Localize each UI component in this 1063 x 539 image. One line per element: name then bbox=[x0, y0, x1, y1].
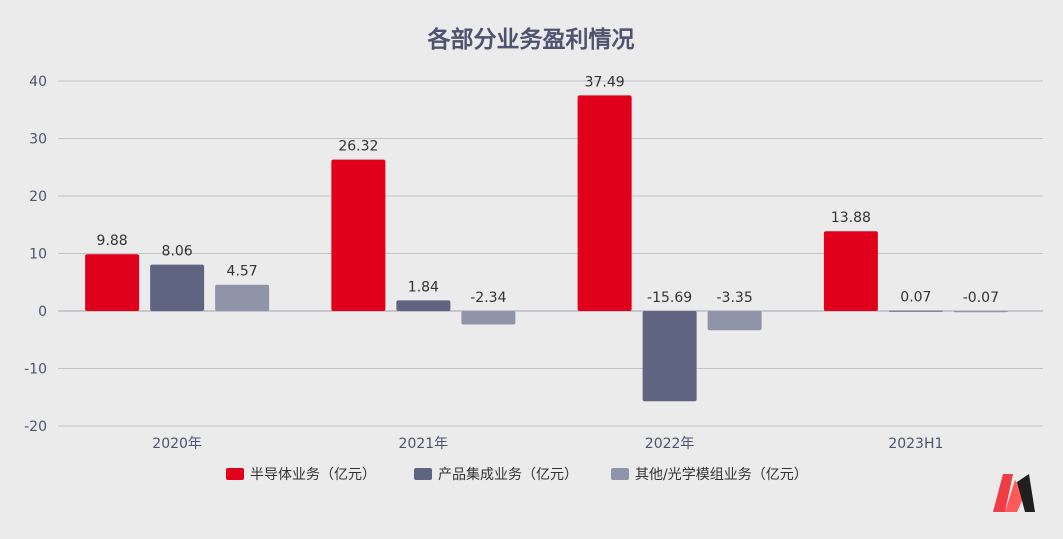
legend-label: 半导体业务（亿元） bbox=[250, 467, 376, 483]
bar bbox=[396, 300, 451, 311]
x-category-label: 2023H1 bbox=[888, 436, 943, 452]
bar bbox=[85, 254, 140, 311]
y-tick-label: 10 bbox=[29, 247, 47, 263]
data-label: -15.69 bbox=[647, 290, 692, 306]
x-axis-categories: 2020年 2021年 2022年 2023H1 bbox=[152, 436, 943, 452]
bar bbox=[150, 264, 205, 311]
data-label: 9.88 bbox=[97, 233, 128, 249]
grid-lines bbox=[58, 80, 1043, 427]
data-label: -2.34 bbox=[470, 290, 506, 306]
data-label: 4.57 bbox=[227, 264, 258, 280]
bar bbox=[888, 310, 943, 312]
bar bbox=[461, 311, 516, 325]
y-tick-label: 30 bbox=[29, 132, 47, 148]
bar bbox=[823, 231, 878, 311]
x-category-label: 2022年 bbox=[645, 436, 695, 452]
bar bbox=[707, 311, 762, 331]
data-label: 13.88 bbox=[831, 210, 871, 226]
x-category-label: 2021年 bbox=[399, 436, 449, 452]
bar bbox=[953, 311, 1008, 313]
data-label: -0.07 bbox=[963, 290, 999, 306]
y-tick-label: 20 bbox=[29, 189, 47, 205]
data-labels: 9.88 8.06 4.57 26.32 1.84 -2.34 37.49 -15.69 -3.… bbox=[97, 74, 999, 306]
legend-swatch bbox=[226, 468, 244, 480]
y-tick-label: 0 bbox=[38, 304, 47, 320]
brand-logo-right-stroke bbox=[1017, 474, 1035, 512]
brand-logo-left-stroke bbox=[993, 474, 1013, 512]
bar bbox=[577, 95, 632, 312]
data-label: 26.32 bbox=[338, 139, 378, 155]
y-tick-label: 40 bbox=[29, 74, 47, 90]
brand-logo bbox=[993, 474, 1035, 512]
data-label: 8.06 bbox=[162, 244, 193, 260]
data-label: 1.84 bbox=[408, 279, 439, 295]
legend: 半导体业务（亿元） 产品集成业务（亿元） 其他/光学模组业务（亿元） bbox=[226, 466, 808, 483]
data-label: 37.49 bbox=[585, 74, 625, 90]
legend-swatch bbox=[611, 468, 629, 480]
bar bbox=[331, 159, 386, 311]
chart-title: 各部分业务盈利情况 bbox=[427, 26, 635, 53]
y-tick-label: -10 bbox=[24, 362, 47, 378]
bar bbox=[642, 311, 697, 402]
legend-swatch bbox=[414, 468, 432, 480]
data-label: -3.35 bbox=[717, 290, 753, 306]
y-axis-ticks: 40 30 20 10 0 -10 -20 bbox=[24, 74, 47, 435]
data-label: 0.07 bbox=[900, 290, 931, 306]
y-tick-label: -20 bbox=[24, 419, 47, 435]
bar bbox=[215, 284, 270, 311]
legend-label: 产品集成业务（亿元） bbox=[438, 466, 578, 483]
legend-label: 其他/光学模组业务（亿元） bbox=[635, 467, 808, 483]
x-category-label: 2020年 bbox=[152, 436, 202, 452]
bars bbox=[85, 95, 1008, 402]
